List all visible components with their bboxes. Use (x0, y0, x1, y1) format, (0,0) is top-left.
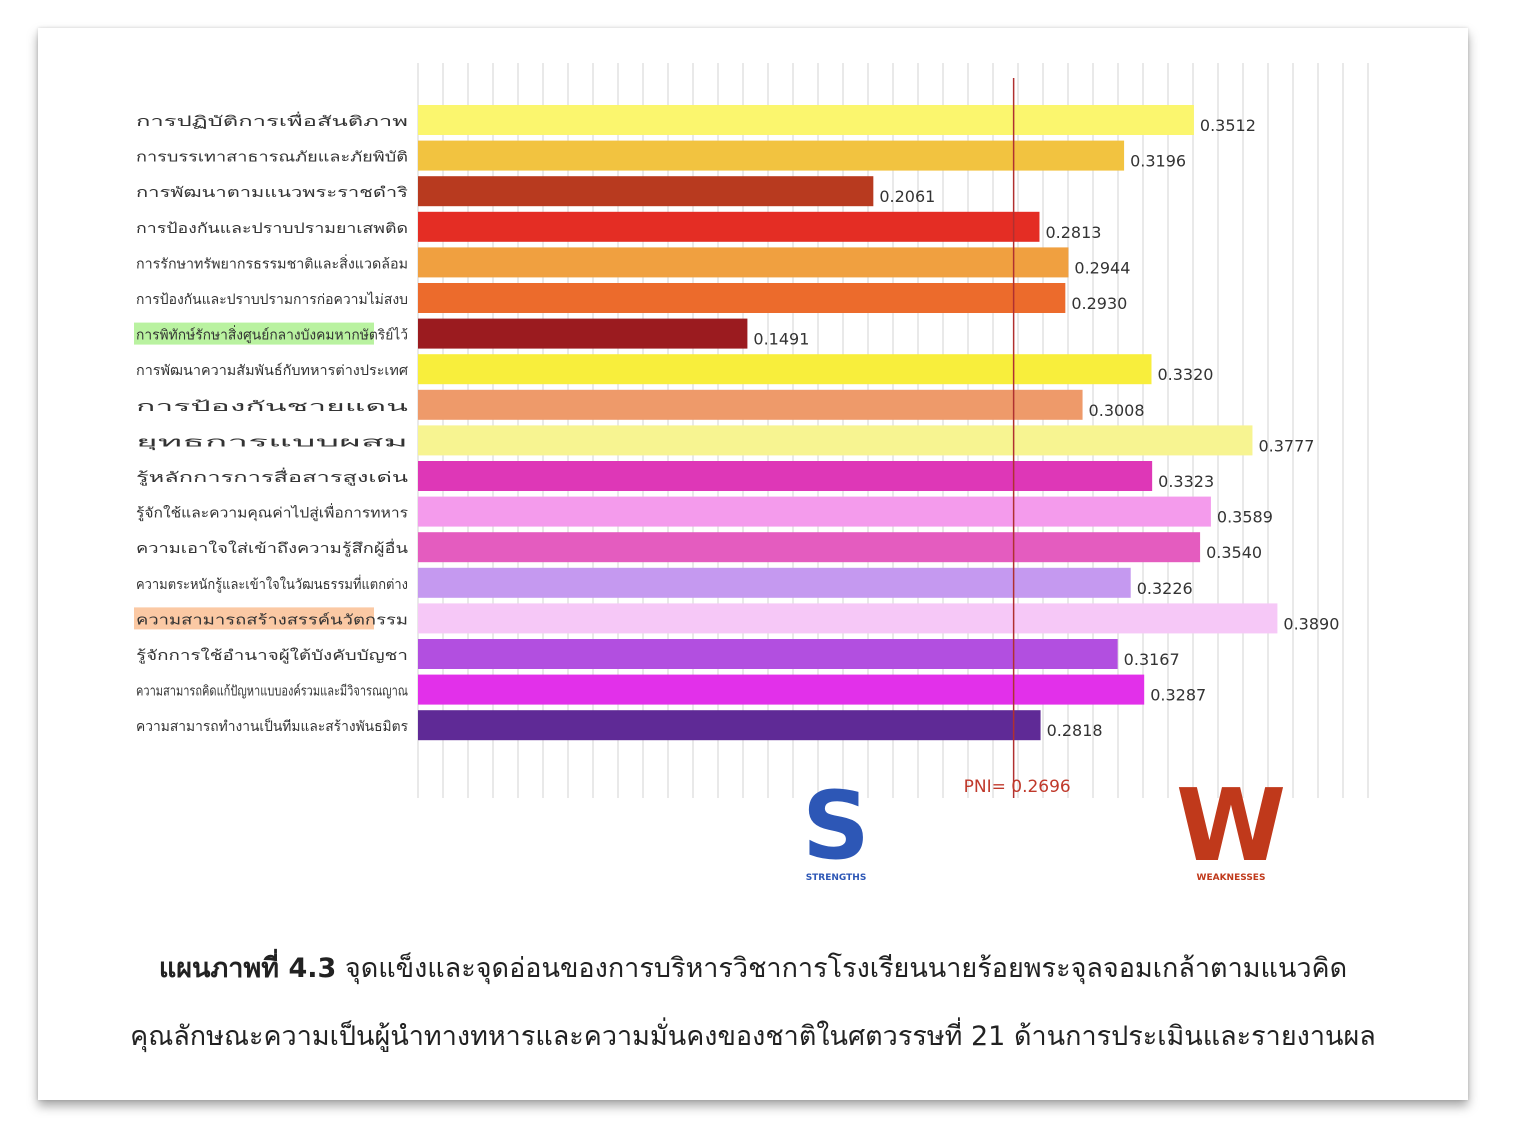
category-label: ความสามารถคิดแก้ปัญหาแบบองค์รวมและมีวิจา… (136, 683, 408, 700)
value-label: 0.3196 (1130, 152, 1186, 171)
value-label: 0.3167 (1124, 650, 1180, 669)
bar (418, 567, 1131, 598)
value-label: 0.2930 (1071, 294, 1127, 313)
value-label: 0.3323 (1158, 472, 1214, 491)
bar (418, 425, 1253, 456)
bar (418, 389, 1083, 420)
category-highlight (134, 607, 374, 630)
category-label: การปฏิบัติการเพื่อสันติภาพ (136, 112, 408, 130)
value-label: 0.3008 (1089, 401, 1145, 420)
value-label: 0.3540 (1206, 543, 1262, 562)
strength-letter: S (802, 772, 870, 881)
figure-card: 0.3512 0.3196 0.2061 0.2813 0.2944 0.2930 0.14… (38, 28, 1468, 1100)
value-label: 0.2061 (879, 187, 935, 206)
value-label: 0.3890 (1283, 614, 1339, 633)
bar (418, 603, 1278, 634)
value-label: 0.3777 (1258, 436, 1314, 455)
weakness-letter: W (1176, 767, 1286, 884)
pni-threshold-label: PNI= 0.2696 (964, 777, 1071, 797)
bar (418, 140, 1125, 171)
category-labels: การปฏิบัติการเพื่อสันติภาพการบรรเทาสาธาร… (134, 112, 409, 735)
value-label: 0.3287 (1150, 686, 1206, 705)
value-label: 0.2818 (1047, 721, 1103, 740)
value-label: 0.2813 (1045, 223, 1101, 242)
strength-marker: S STRENGTHS (802, 772, 870, 883)
bar (418, 318, 748, 349)
bar (418, 105, 1194, 135)
category-highlight (134, 322, 374, 345)
bar (418, 639, 1118, 669)
strength-word: STRENGTHS (806, 873, 867, 883)
category-label: ความสามารถสร้างสรรค์นวัตกรรม (136, 611, 408, 628)
bar (418, 674, 1145, 705)
bar (418, 283, 1066, 313)
category-label: การป้องกันชายแดน (136, 399, 409, 415)
bar-chart: 0.3512 0.3196 0.2061 0.2813 0.2944 0.2930 0.14… (134, 63, 1369, 884)
bar (418, 496, 1211, 527)
category-label: ความตระหนักรู้และเข้าใจในวัฒนธรรมที่แตกต… (136, 575, 408, 593)
bar (418, 532, 1201, 563)
category-label: การพัฒนาตามแนวพระราชดำริ (136, 185, 409, 201)
figure-number: แผนภาพที่ 4.3 (158, 953, 337, 984)
weakness-marker: W WEAKNESSES (1176, 767, 1286, 884)
category-label: รู้จักการใช้อำนาจผู้ใต้บังคับบัญชา (136, 647, 408, 664)
category-label: รู้หลักการการสื่อสารสูงเด่น (136, 468, 409, 486)
bars: 0.3512 0.3196 0.2061 0.2813 0.2944 0.2930 0.14… (418, 105, 1339, 741)
bar (418, 461, 1153, 491)
category-label: การพิทักษ์รักษาสิ่งศูนย์กลางบังคมหากษัตร… (136, 326, 408, 344)
bar (418, 354, 1152, 385)
value-label: 0.3589 (1217, 508, 1273, 527)
category-label: ความสามารถทำงานเป็นทีมและสร้างพันธมิตร (136, 717, 408, 735)
category-label: การรักษาทรัพยากรธรรมชาติและสิ่งแวดล้อม (136, 254, 408, 272)
value-label: 0.1491 (753, 330, 809, 349)
figure-caption-line-1: แผนภาพที่ 4.3 จุดแข็งและจุดอ่อนของการบริ… (38, 946, 1468, 989)
bar (418, 247, 1069, 278)
category-label: ยุทธการแบบผสม (136, 434, 408, 450)
value-label: 0.3226 (1137, 579, 1193, 598)
value-label: 0.3512 (1200, 116, 1256, 135)
figure-caption-text: จุดแข็งและจุดอ่อนของการบริหารวิชาการโรงเ… (344, 953, 1348, 984)
weakness-word: WEAKNESSES (1197, 873, 1266, 883)
bar (418, 710, 1041, 741)
bar (418, 211, 1040, 242)
value-label: 0.2944 (1074, 258, 1130, 277)
value-label: 0.3320 (1157, 365, 1213, 384)
category-label: การบรรเทาสาธารณภัยและภัยพิบัติ (136, 150, 408, 166)
category-label: รู้จักใช้และความคุณค่าไปสู่เพื่อการทหาร (136, 504, 409, 522)
category-label: การพัฒนาความสัมพันธ์กับทหารต่างประเทศ (136, 362, 408, 379)
figure-caption-line-2: คุณลักษณะความเป็นผู้นำทางทหารและความมั่น… (130, 1021, 1376, 1052)
category-label: ความเอาใจใส่เข้าถึงความรู้สึกผู้อื่น (136, 539, 409, 557)
category-label: การป้องกันและปราบปรามการก่อความไม่สงบ (136, 291, 408, 308)
category-label: การป้องกันและปราบปรามยาเสพติด (136, 221, 408, 237)
bar (418, 176, 874, 207)
